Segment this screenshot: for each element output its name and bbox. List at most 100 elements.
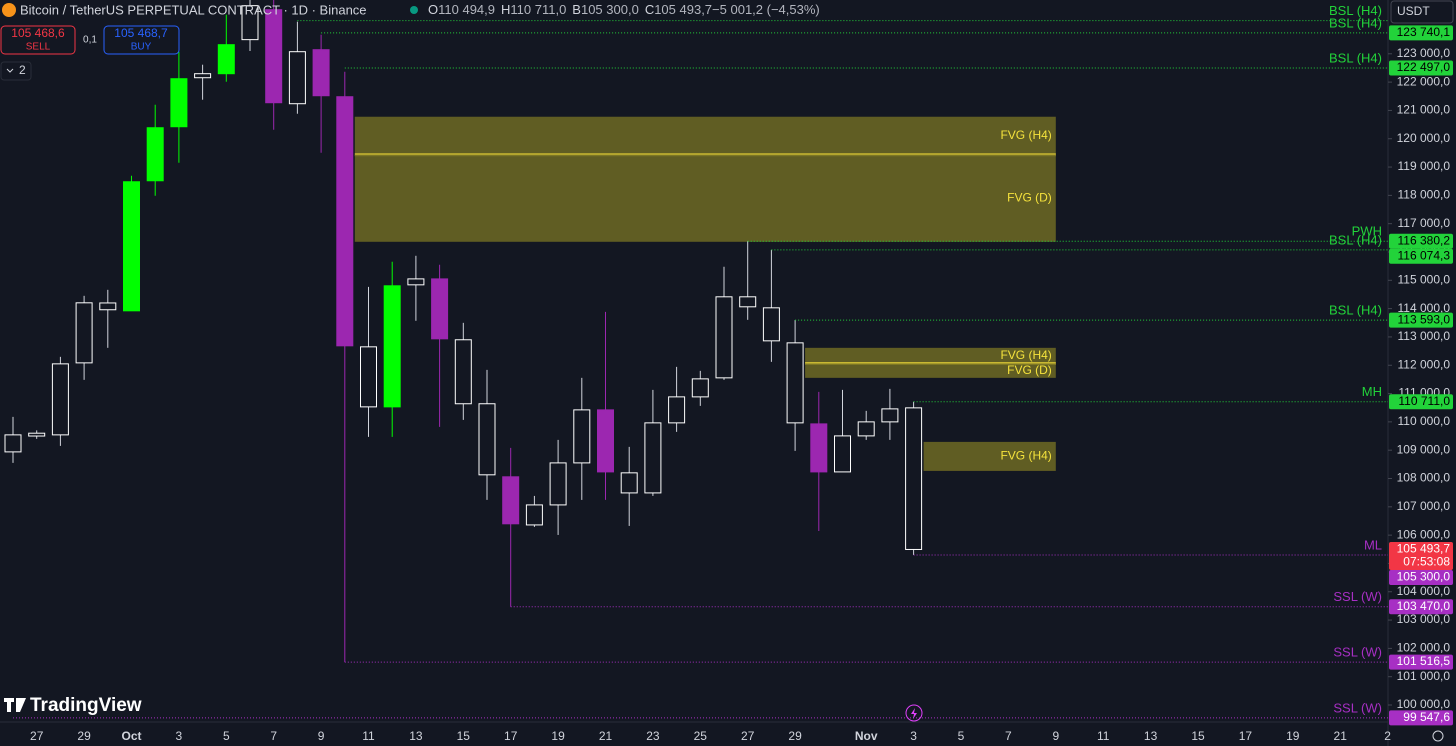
currency-button[interactable]	[1390, 0, 1454, 24]
candle-body	[620, 472, 638, 494]
candle-body	[407, 278, 425, 286]
x-tick-label: 3	[910, 729, 917, 743]
fvg-label: FVG (H4)	[1000, 348, 1051, 362]
fvg-label: FVG (D)	[1007, 363, 1052, 377]
y-tick-label: 119 000,0	[1398, 159, 1451, 173]
price-tag	[1389, 312, 1453, 328]
x-tick-label: Oct	[121, 729, 141, 743]
x-tick-label: 15	[457, 729, 471, 743]
x-tick-label: 17	[504, 729, 518, 743]
candle-body	[454, 339, 472, 405]
plot-area: FVG (H4)FVG (D)FVG (H4)FVG (D)FVG (H4)BS…	[4, 0, 1388, 719]
price-tag-label: 110 711,0	[1398, 394, 1450, 408]
candle-body	[597, 409, 614, 473]
x-tick-label: Nov	[855, 729, 878, 743]
y-tick-label: 123 000,0	[1397, 46, 1451, 60]
level-label: BSL (H4)	[1329, 3, 1382, 18]
y-tick-label: 115 000,0	[1398, 272, 1451, 286]
countdown: 07:53:08	[1403, 555, 1450, 569]
fvg-label: FVG (H4)	[1000, 128, 1051, 142]
chevron-icon	[6, 68, 14, 73]
candle-body	[644, 422, 662, 494]
fvg-label: FVG (D)	[1007, 190, 1052, 204]
level-label: BSL (H4)	[1329, 15, 1382, 30]
candle-body	[28, 432, 46, 437]
candle-body	[478, 403, 496, 476]
candle-body	[857, 421, 875, 437]
y-tick-label: 118 000,0	[1398, 188, 1451, 202]
y-tick-label: 104 000,0	[1397, 584, 1451, 598]
fvg-zone	[354, 116, 1056, 155]
candle-body	[905, 407, 923, 550]
x-tick-label: 13	[1144, 729, 1158, 743]
candle-body	[99, 302, 117, 311]
fvg-zone	[805, 347, 1056, 364]
market-status	[410, 6, 418, 14]
settings-icon[interactable]	[1432, 730, 1444, 742]
indicator-count: 2	[19, 63, 26, 77]
level-label: BSL (H4)	[1329, 303, 1382, 318]
price-tag-label: 116 380,2	[1398, 233, 1451, 247]
price-tag	[1389, 599, 1453, 615]
sell-label: SELL	[26, 42, 51, 53]
candle-body	[786, 342, 804, 424]
ohlc-key: B	[572, 2, 581, 17]
candle-body	[573, 409, 591, 464]
fvg-label: FVG (H4)	[1000, 449, 1051, 463]
candle-body	[312, 49, 330, 97]
ohlc-value: 110 711,0	[510, 2, 566, 17]
price-tag-label: 103 470,0	[1397, 599, 1451, 613]
price-tag	[1389, 394, 1453, 410]
candle-body	[715, 296, 733, 379]
level-label: BSL (H4)	[1329, 232, 1382, 247]
x-tick-label: 27	[30, 729, 44, 743]
y-tick-label: 113 000,0	[1398, 329, 1451, 343]
level-label: ML	[1364, 537, 1382, 552]
y-tick-label: 108 000,0	[1397, 471, 1451, 485]
ohlc-key: O	[428, 2, 438, 17]
x-tick-label: 9	[1052, 729, 1059, 743]
sell-button[interactable]	[0, 25, 76, 55]
x-tick-label: 5	[223, 729, 230, 743]
price-tag	[1389, 569, 1453, 585]
price-tag	[1389, 248, 1453, 264]
price-tag	[1389, 541, 1453, 570]
candle-body	[217, 44, 235, 75]
y-tick-label: 109 000,0	[1397, 442, 1451, 456]
x-tick-label: 13	[409, 729, 423, 743]
ohlc-value: 105 300,0	[581, 2, 639, 17]
y-tick-label: 103 000,0	[1397, 612, 1451, 626]
buy-label: BUY	[131, 42, 152, 53]
ohlc-key: H	[501, 2, 510, 17]
candle-body	[383, 285, 401, 408]
candle-body	[123, 181, 140, 312]
price-tag	[1389, 60, 1453, 76]
price-tag-label: 122 497,0	[1397, 60, 1451, 74]
ohlc-legend: O110 494,9 H110 711,0 B105 300,0 C105 493,7…	[428, 2, 820, 17]
x-tick-label: 11	[1097, 729, 1110, 743]
y-tick-label: 117 000,0	[1398, 216, 1451, 230]
indicator-toggle[interactable]	[0, 61, 32, 81]
level-label: BSL (H4)	[1329, 50, 1382, 65]
buy-button[interactable]	[103, 25, 180, 55]
ohlc-key: C	[645, 2, 654, 17]
lightning	[911, 708, 917, 719]
event-icon[interactable]	[905, 704, 923, 722]
price-tag	[1389, 233, 1453, 249]
x-tick-label: 2	[1384, 729, 1391, 743]
candle-body	[194, 73, 212, 79]
ohlc-value: −5 001,2 (−4,53%)	[712, 2, 820, 17]
fvg-zone	[354, 154, 1056, 242]
candle-body	[170, 78, 188, 128]
price-tag-label: 113 593,0	[1398, 312, 1451, 326]
level-label: SSL (W)	[1333, 589, 1382, 604]
y-tick-label: 110 000,0	[1398, 414, 1451, 428]
candle-body	[881, 408, 899, 423]
spread: 0,1	[83, 35, 97, 46]
y-tick-label: 114 000,0	[1398, 301, 1451, 315]
y-tick-label: 101 000,0	[1397, 669, 1451, 683]
currency: USDT	[1397, 4, 1430, 18]
price-tag-label: 105 300,0	[1397, 570, 1451, 584]
candle-body	[691, 378, 709, 398]
